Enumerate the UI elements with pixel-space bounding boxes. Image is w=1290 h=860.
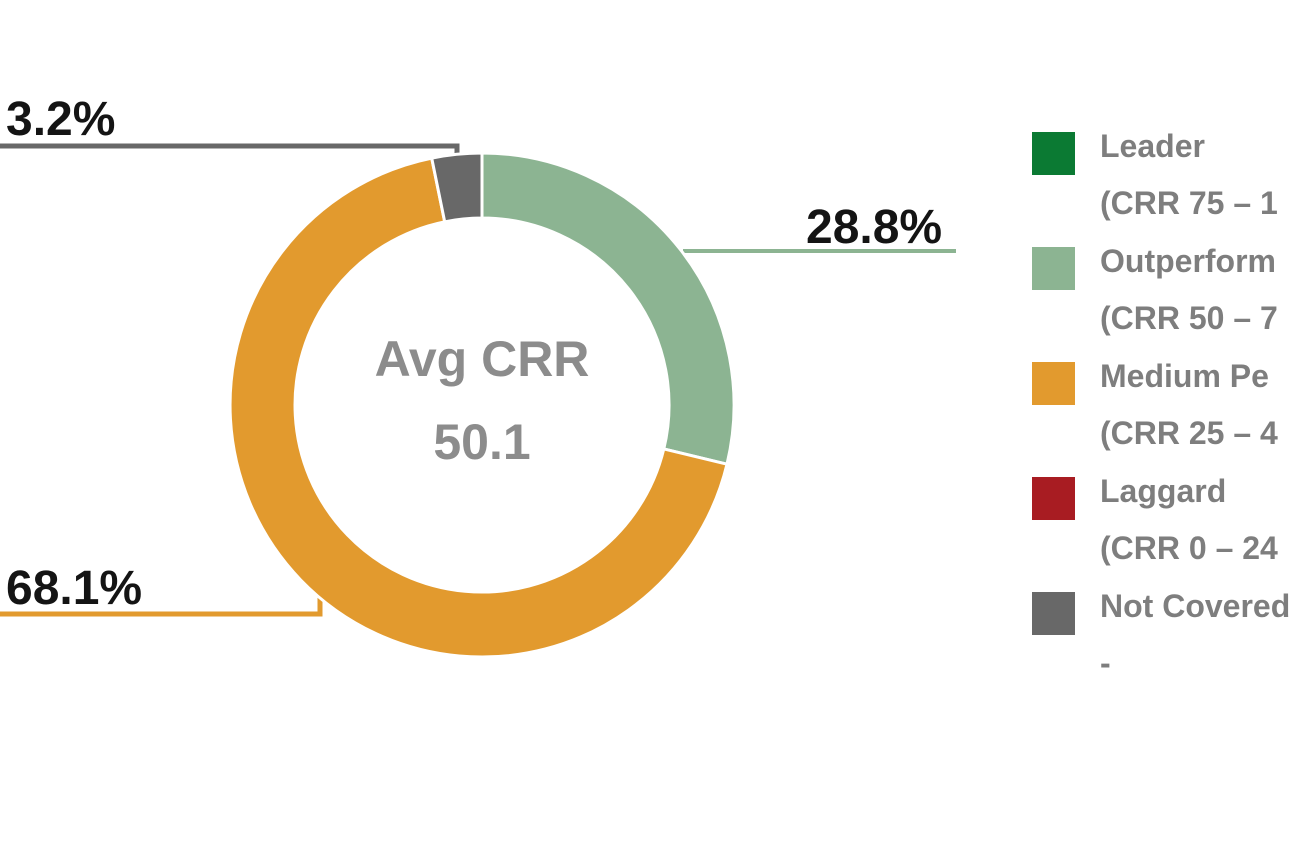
donut-slice-medium-pe[interactable] (228, 156, 729, 659)
legend-label-leader: Leader (1100, 128, 1205, 164)
donut-slice-not-covered[interactable] (429, 151, 484, 224)
legend-item-medium-performer[interactable]: Medium Pe (CRR 25 – 4 (1032, 348, 1290, 462)
legend-swatch-medium-performer (1032, 362, 1075, 405)
donut-slice-outperform[interactable] (480, 151, 736, 467)
legend-label-laggard: Laggard (1100, 473, 1227, 509)
legend-item-not-covered[interactable]: Not Covered - (1032, 578, 1290, 692)
legend-label-medium-performer: Medium Pe (1100, 358, 1269, 394)
legend-range-laggard: (CRR 0 – 24 (1100, 530, 1278, 566)
slice-label-not-covered: 3.2% (6, 93, 116, 146)
legend-range-not-covered: - (1100, 645, 1111, 681)
legend-item-laggard[interactable]: Laggard (CRR 0 – 24 (1032, 463, 1290, 577)
legend-swatch-outperform (1032, 247, 1075, 290)
legend-item-outperform[interactable]: Outperform (CRR 50 – 7 (1032, 233, 1290, 347)
legend-swatch-leader (1032, 132, 1075, 175)
legend-label-outperform: Outperform (1100, 243, 1276, 279)
donut-center-value: 50.1 (433, 414, 531, 470)
slice-label-outperform: 28.8% (806, 201, 943, 254)
legend-swatch-laggard (1032, 477, 1075, 520)
donut-slices (228, 151, 736, 659)
legend-swatch-not-covered (1032, 592, 1075, 635)
legend-range-outperform: (CRR 50 – 7 (1100, 300, 1278, 336)
legend-label-not-covered: Not Covered (1100, 588, 1290, 624)
legend-range-leader: (CRR 75 – 1 (1100, 185, 1278, 221)
donut-center-text: Avg CRR 50.1 (375, 318, 590, 484)
legend-item-leader[interactable]: Leader (CRR 75 – 1 (1032, 118, 1290, 232)
slice-label-medium-performer: 68.1% (6, 562, 143, 615)
donut-center-title: Avg CRR (374, 331, 590, 387)
legend-range-medium-performer: (CRR 25 – 4 (1100, 415, 1278, 451)
chart-legend: Leader (CRR 75 – 1 Outperform (CRR 50 – … (1032, 118, 1290, 693)
callout-line-medium-performer (0, 596, 323, 617)
